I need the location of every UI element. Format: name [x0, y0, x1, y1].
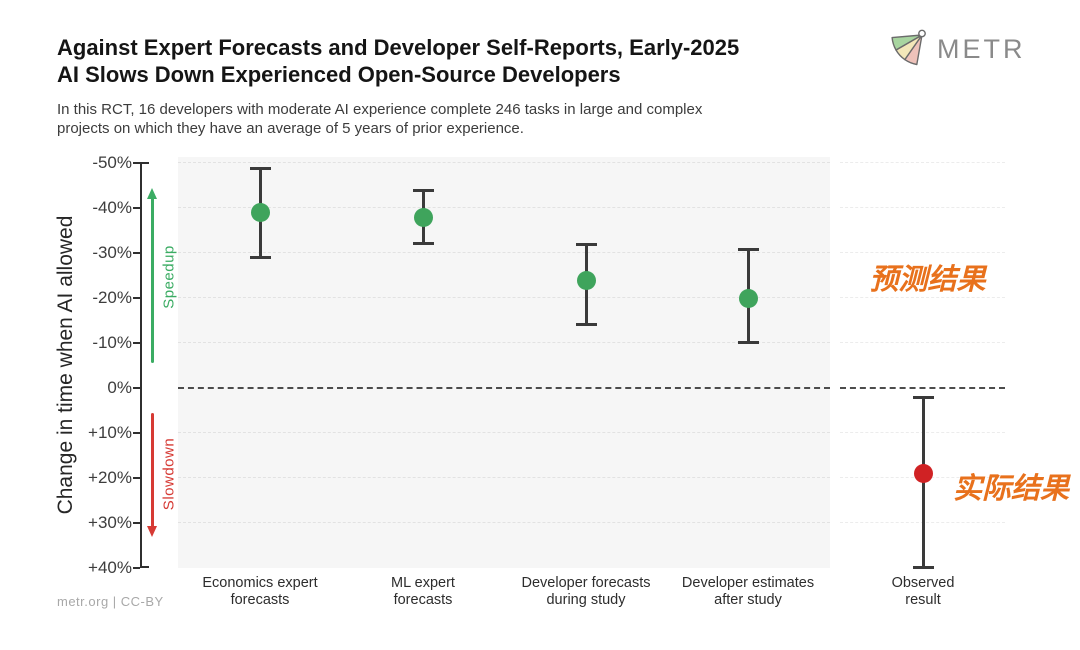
gridline-observed-panel	[840, 297, 1005, 298]
y-tick-label: +30%	[88, 513, 132, 532]
error-bar-cap-bottom-developer-forecasts-during-study	[576, 323, 597, 326]
chart-subtitle: In this RCT, 16 developers with moderate…	[57, 101, 703, 137]
y-tick-label: -30%	[92, 243, 132, 262]
gridline-observed-panel	[840, 252, 1005, 253]
x-label-line: Developer forecasts	[521, 575, 651, 591]
y-tick-mark	[133, 522, 140, 524]
observed-annotation: 实际结果	[953, 473, 1070, 505]
x-label-line: forecasts	[393, 592, 453, 608]
x-label-line: after study	[714, 592, 782, 608]
y-tick-label: 0%	[107, 378, 132, 397]
x-label-economics-expert-forecasts: Economics expert forecasts	[202, 575, 317, 609]
y-tick-label: +20%	[88, 468, 132, 487]
gridline-forecast-panel	[178, 162, 830, 163]
x-label-developer-forecasts-during-study: Developer forecasts during study	[522, 575, 651, 609]
forecast-panel-background	[178, 157, 830, 568]
x-label-line: result	[905, 592, 941, 608]
y-tick-mark	[133, 432, 140, 434]
x-label-developer-estimates-after-study: Developer estimates after study	[682, 575, 814, 609]
point-dot-economics-expert-forecasts	[250, 203, 270, 222]
x-label-line: Economics expert	[202, 575, 318, 591]
error-bar-cap-top-observed-result	[913, 396, 934, 399]
gridline-forecast-panel	[178, 342, 830, 343]
gridline-observed-panel	[840, 342, 1005, 343]
gridline-forecast-panel	[178, 297, 830, 298]
x-label-ml-expert-forecasts: ML expert forecasts	[391, 575, 455, 609]
point-dot-developer-estimates-after-study	[738, 288, 758, 308]
title-line-1: Against Expert Forecasts and Developer S…	[57, 35, 740, 60]
error-bar-cap-bottom-economics-expert-forecasts	[250, 255, 271, 259]
x-label-line: during study	[546, 592, 626, 608]
y-tick-mark	[133, 342, 140, 344]
forecast-annotation: 预测结果	[869, 264, 986, 296]
y-tick-mark	[133, 387, 140, 389]
error-bar-cap-top-ml-expert-forecasts	[413, 189, 434, 192]
y-tick-mark	[133, 567, 140, 569]
point-dot-ml-expert-forecasts	[413, 207, 433, 227]
y-tick-label: +10%	[88, 423, 132, 442]
gridline-forecast-panel	[178, 477, 830, 478]
error-bar-cap-top-economics-expert-forecasts	[250, 166, 271, 170]
title-line-2: AI Slows Down Experienced Open-Source De…	[57, 62, 621, 87]
gridline-forecast-panel	[178, 432, 830, 433]
y-axis-spine	[140, 162, 142, 568]
y-tick-mark	[133, 207, 140, 209]
error-bar-cap-bottom-developer-estimates-after-study	[738, 341, 759, 344]
x-label-line: ML expert	[391, 575, 455, 591]
credit-line: metr.org | CC-BY	[57, 594, 164, 609]
page-title: Against Expert Forecasts and Developer S…	[57, 34, 739, 88]
gridline-observed-panel	[840, 207, 1005, 208]
speedup-arrow-icon	[147, 188, 157, 199]
slowdown-arrow-icon	[147, 526, 157, 537]
zero-line-forecast-panel	[178, 387, 830, 389]
y-axis-top-cap	[141, 162, 149, 164]
error-bar-cap-bottom-observed-result	[913, 566, 934, 569]
y-tick-mark	[133, 162, 140, 164]
gridline-forecast-panel	[178, 252, 830, 253]
y-tick-mark	[133, 477, 140, 479]
error-bar-cap-bottom-ml-expert-forecasts	[413, 242, 434, 245]
y-axis-bottom-cap	[141, 566, 149, 568]
speedup-arrow-line	[151, 197, 154, 363]
metr-logo-text: METR	[937, 33, 1026, 64]
y-tick-label: -40%	[92, 198, 132, 217]
x-label-line: Observed	[891, 575, 955, 591]
y-tick-mark	[133, 252, 140, 254]
y-tick-label: -10%	[92, 333, 132, 352]
slowdown-label: Slowdown	[160, 437, 178, 511]
error-bar-cap-top-developer-estimates-after-study	[738, 247, 759, 251]
error-bar-cap-top-developer-forecasts-during-study	[576, 243, 597, 246]
x-label-observed-result: Observed result	[892, 575, 955, 609]
gridline-forecast-panel	[178, 522, 830, 523]
y-tick-label: -20%	[92, 288, 132, 307]
slowdown-arrow-line	[151, 413, 154, 527]
x-label-line: Developer estimates	[681, 575, 815, 591]
y-tick-label: -50%	[92, 153, 132, 172]
zero-line-observed-panel	[840, 387, 1005, 389]
speedup-label: Speedup	[160, 245, 178, 309]
y-tick-mark	[133, 297, 140, 299]
point-dot-observed-result	[913, 464, 933, 483]
metr-logo: METR	[890, 27, 1026, 69]
metr-fan-icon	[891, 29, 926, 66]
y-tick-label: +40%	[88, 558, 132, 577]
gridline-observed-panel	[840, 162, 1005, 163]
x-label-line: forecasts	[230, 592, 290, 608]
gridline-forecast-panel	[178, 207, 830, 208]
point-dot-developer-forecasts-during-study	[576, 270, 596, 290]
